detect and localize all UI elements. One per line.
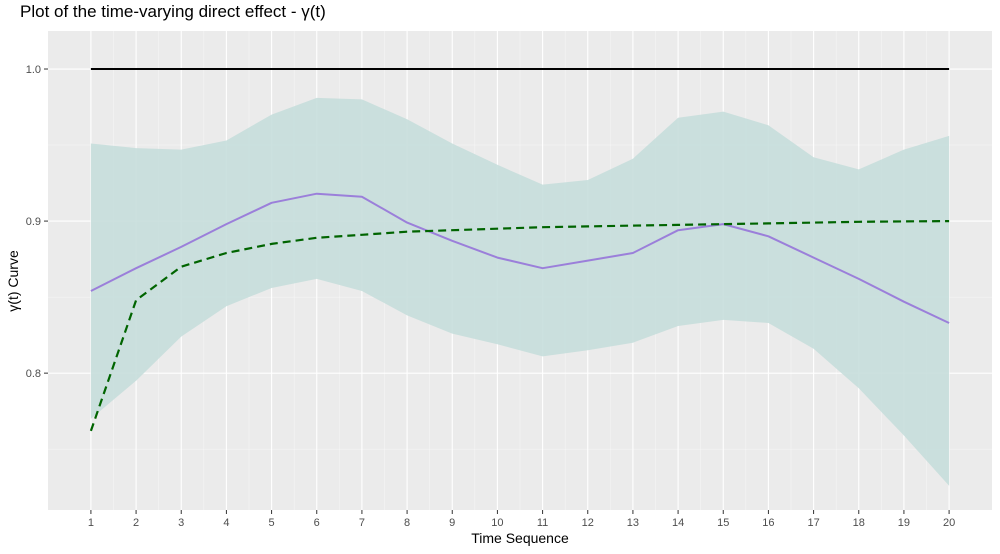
- x-tick-label: 9: [449, 517, 455, 529]
- x-axis: 1 2 3 4 5 6 7 8 9 10 11 12 13 14 15 16 17 18 19 20: [88, 510, 955, 529]
- x-tick-label: 14: [672, 517, 684, 529]
- x-tick-label: 10: [491, 517, 503, 529]
- y-tick-label: 0.9: [26, 216, 41, 228]
- x-tick-label: 12: [582, 517, 594, 529]
- x-tick-label: 5: [269, 517, 275, 529]
- series-line-1: [90, 192, 950, 324]
- x-tick-label: 16: [762, 517, 774, 529]
- x-tick-label: 11: [537, 517, 548, 529]
- chart-title: Plot of the time-varying direct effect -…: [20, 2, 326, 21]
- x-tick-label: 3: [178, 517, 184, 529]
- y-tick-label: 0.8: [26, 368, 41, 380]
- confidence-band: [90, 97, 950, 486]
- x-tick-label: 4: [223, 517, 229, 529]
- x-tick-label: 1: [88, 517, 94, 529]
- y-axis: 0.8 0.9 1.0: [26, 64, 48, 380]
- x-tick-label: 15: [717, 517, 729, 529]
- x-tick-label: 13: [627, 517, 639, 529]
- x-tick-label: 18: [853, 517, 865, 529]
- y-axis-title: γ(t) Curve: [5, 250, 21, 312]
- series-layer: [89, 68, 950, 432]
- x-tick-label: 7: [359, 517, 365, 529]
- x-tick-label: 2: [133, 517, 139, 529]
- y-tick-label: 1.0: [26, 64, 41, 76]
- x-tick-label: 8: [404, 517, 410, 529]
- x-tick-label: 19: [898, 517, 910, 529]
- x-tick-label: 20: [943, 517, 955, 529]
- x-tick-label: 6: [314, 517, 320, 529]
- series-line-2: [89, 220, 950, 432]
- x-tick-label: 17: [807, 517, 819, 529]
- x-axis-title: Time Sequence: [471, 530, 569, 546]
